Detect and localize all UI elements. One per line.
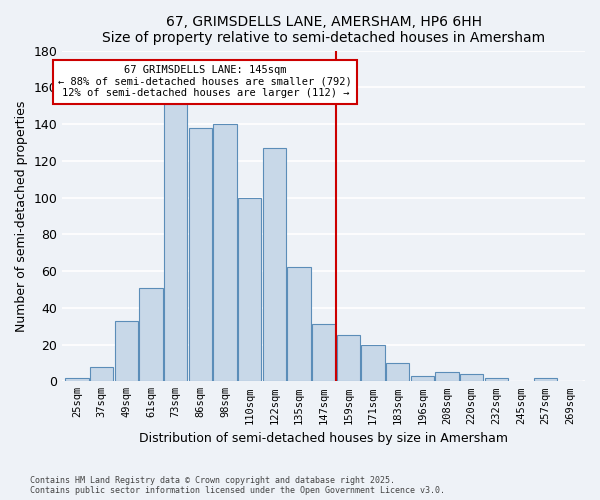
Text: 67 GRIMSDELLS LANE: 145sqm
← 88% of semi-detached houses are smaller (792)
12% o: 67 GRIMSDELLS LANE: 145sqm ← 88% of semi…	[58, 65, 352, 98]
Bar	[139, 288, 163, 382]
Bar	[410, 376, 434, 382]
Bar	[90, 366, 113, 382]
Y-axis label: Number of semi-detached properties: Number of semi-detached properties	[15, 100, 28, 332]
Bar	[115, 320, 138, 382]
Bar	[337, 336, 360, 382]
Bar	[485, 378, 508, 382]
Bar	[188, 128, 212, 382]
Bar	[214, 124, 237, 382]
Bar	[312, 324, 335, 382]
X-axis label: Distribution of semi-detached houses by size in Amersham: Distribution of semi-detached houses by …	[139, 432, 508, 445]
Bar	[460, 374, 483, 382]
Bar	[287, 268, 311, 382]
Bar	[164, 104, 187, 382]
Bar	[534, 378, 557, 382]
Text: Contains HM Land Registry data © Crown copyright and database right 2025.
Contai: Contains HM Land Registry data © Crown c…	[30, 476, 445, 495]
Title: 67, GRIMSDELLS LANE, AMERSHAM, HP6 6HH
Size of property relative to semi-detache: 67, GRIMSDELLS LANE, AMERSHAM, HP6 6HH S…	[102, 15, 545, 45]
Bar	[386, 363, 409, 382]
Bar	[435, 372, 458, 382]
Bar	[65, 378, 89, 382]
Bar	[238, 198, 262, 382]
Bar	[263, 148, 286, 382]
Bar	[361, 344, 385, 382]
